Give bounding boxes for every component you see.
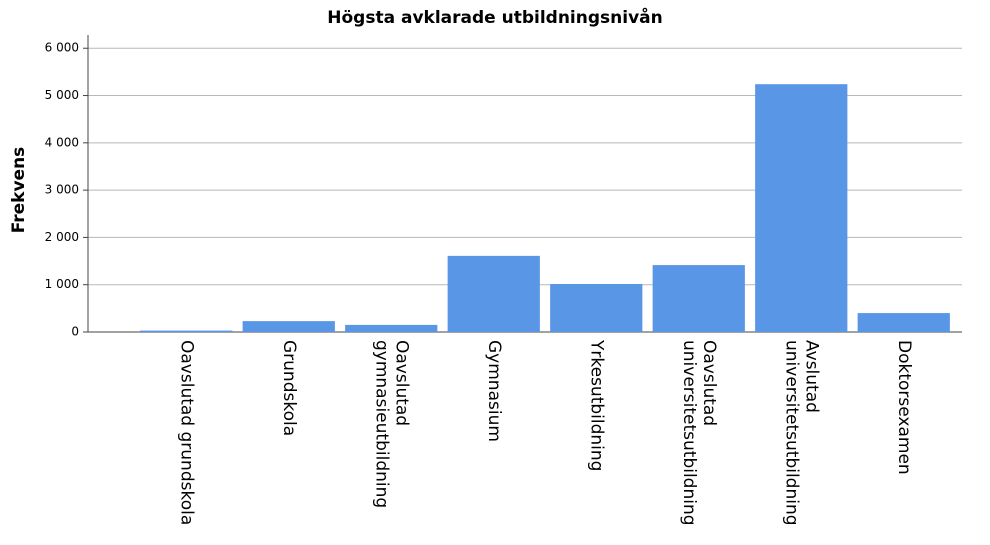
x-tick-label-line: Oavslutad (699, 340, 719, 432)
x-tick-label: Grundskola (279, 340, 299, 436)
y-tick-label: 1 000 (45, 277, 79, 291)
y-axis-label: Frekvens (9, 147, 29, 234)
bar (550, 283, 643, 332)
x-tick-label-line: Avslutad (801, 340, 821, 418)
y-tick-label: 6 000 (45, 41, 79, 55)
bar (652, 265, 745, 332)
x-tick-label-line: universitetsutbildning (679, 340, 699, 526)
x-tick-label-line: Oavslutad (391, 340, 411, 432)
bar (345, 324, 438, 332)
x-tick-label: Doktorsexamen (894, 340, 914, 475)
x-tick-label: Oavslutad grundskola (176, 340, 196, 525)
x-tick-label: Oavslutad gymnasieutbildning (371, 340, 411, 508)
bar (857, 313, 950, 332)
bar (447, 255, 540, 332)
x-tick-label: Oavslutad universitetsutbildning (679, 340, 719, 526)
y-tick-label: 0 (71, 325, 79, 339)
bar (242, 321, 335, 332)
bar (140, 330, 233, 332)
bar (755, 84, 848, 332)
chart-title: Högsta avklarade utbildningsnivån (327, 6, 662, 28)
x-tick-label: Gymnasium (484, 340, 504, 442)
y-tick-label: 5 000 (45, 88, 79, 102)
x-tick-label-line: universitetsutbildning (781, 340, 801, 526)
y-tick-label: 2 000 (45, 230, 79, 244)
x-tick-label: Avslutad universitetsutbildning (781, 340, 821, 526)
y-tick-label: 3 000 (45, 183, 79, 197)
x-tick-label-line: gymnasieutbildning (371, 340, 391, 508)
x-tick-label: Yrkesutbildning (586, 339, 606, 471)
y-tick-label: 4 000 (45, 135, 79, 149)
